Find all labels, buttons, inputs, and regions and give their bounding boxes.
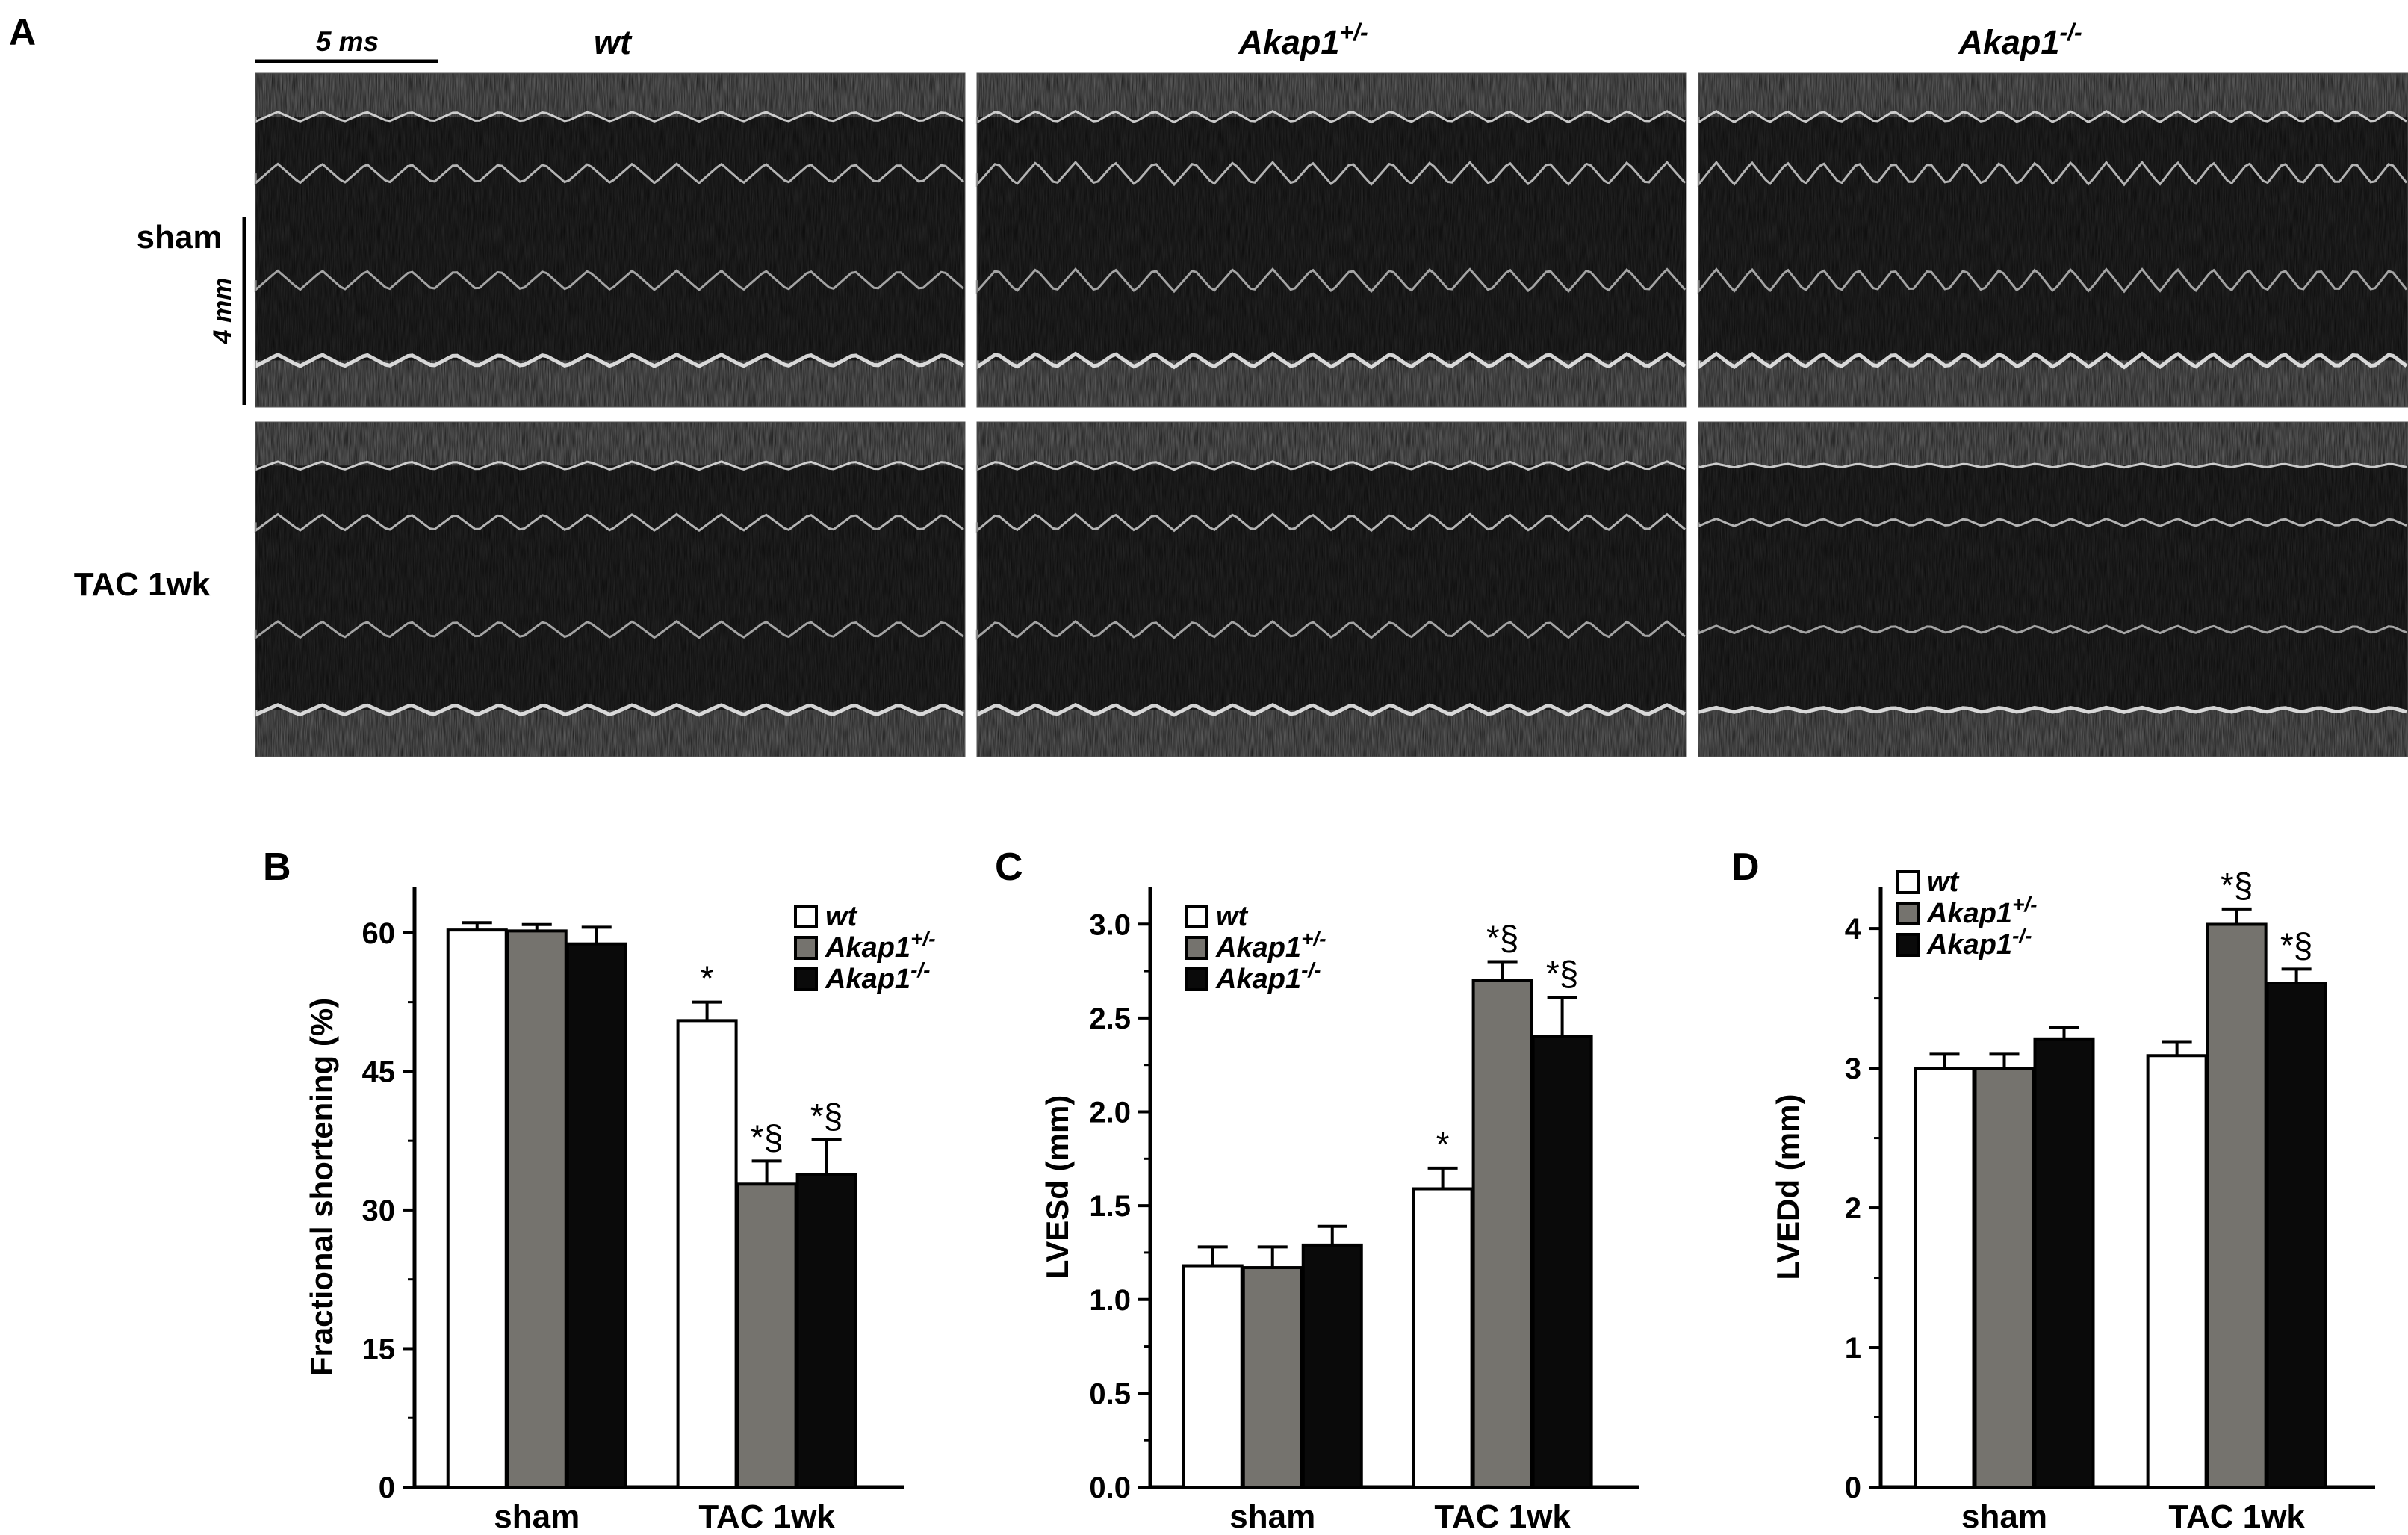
bar	[1182, 1264, 1244, 1489]
bar	[1412, 1187, 1474, 1489]
x-category-label: TAC 1wk	[698, 1498, 835, 1535]
y-tick-label: 3	[1845, 1052, 1861, 1085]
legend-label: wt	[1216, 901, 1249, 932]
y-tick-label: 45	[362, 1055, 396, 1088]
bar	[795, 1173, 857, 1489]
x-category-label: TAC 1wk	[2168, 1498, 2305, 1535]
y-tick-label: 1.5	[1089, 1190, 1131, 1223]
y-tick-label: 0.5	[1089, 1377, 1131, 1410]
bar	[2146, 1054, 2208, 1489]
bar	[736, 1182, 798, 1489]
legend-label: Akap1+/-	[1215, 927, 1326, 964]
legend-label: Akap1-/-	[1926, 924, 2032, 961]
bar	[1914, 1067, 1976, 1489]
bar	[2206, 922, 2268, 1489]
significance-marker: *§	[1546, 954, 1578, 993]
column-header-wt: wt	[594, 23, 633, 61]
panel-a-letter: A	[9, 11, 36, 53]
echo-image-tac-wt	[253, 421, 966, 757]
bar	[1531, 1035, 1593, 1489]
panel-c-letter: C	[995, 846, 1023, 889]
significance-marker: *	[1436, 1125, 1450, 1164]
legend-label: Akap1-/-	[825, 958, 931, 995]
bar	[446, 928, 508, 1489]
significance-marker: *§	[2280, 925, 2312, 964]
y-tick-label: 0.0	[1089, 1472, 1131, 1504]
y-tick-label: 2	[1845, 1192, 1861, 1225]
depth-scale-bar: 4 mm	[208, 217, 246, 405]
bar	[2033, 1037, 2095, 1489]
chart-d-lvedd: D 0 1 2 3 4 LVEDd (mm) sham TAC 1wk *§ *§ wtAkap1+…	[1731, 846, 2375, 1535]
x-category-label: sham	[494, 1498, 580, 1535]
depth-scale-label: 4 mm	[208, 278, 237, 345]
y-tick-label: 2.0	[1089, 1097, 1131, 1129]
significance-marker: *§	[2221, 866, 2253, 905]
legend-swatch	[794, 936, 818, 960]
bar	[1973, 1067, 2035, 1489]
time-scale-label: 5 ms	[316, 26, 379, 57]
echo-image-sham-wt	[253, 72, 966, 408]
significance-marker: *§	[1486, 919, 1518, 958]
x-category-label: sham	[1229, 1498, 1315, 1535]
y-tick-label: 4	[1845, 913, 1862, 946]
panel-d-letter: D	[1731, 846, 1760, 889]
y-axis-label: Fractional shortening (%)	[304, 998, 339, 1376]
echo-image-sham-akap1-het	[975, 72, 1687, 408]
y-tick-label: 0	[379, 1472, 395, 1504]
bar	[565, 942, 627, 1489]
bar	[1241, 1266, 1303, 1489]
legend-label: Akap1+/-	[1926, 893, 2038, 929]
y-tick-label: 1	[1845, 1332, 1861, 1365]
legend-swatch	[1896, 933, 1920, 957]
chart-b-fractional-shortening: B 0 15 30 45 60 Fractional shortening (%) sham…	[263, 846, 936, 1535]
row-label-sham: sham	[137, 219, 223, 255]
y-tick-label: 3.0	[1089, 908, 1131, 941]
bar	[2265, 982, 2327, 1489]
y-axis-label: LVESd (mm)	[1040, 1095, 1075, 1280]
echo-image-tac-akap1-ko	[1696, 421, 2408, 757]
panel-a-echo: A 5 ms 4 mm wt Akap1+/- Akap1-/- sham TA…	[9, 11, 2408, 757]
column-header-akap1-ko: Akap1-/-	[1958, 19, 2082, 61]
y-axis-label: LVEDd (mm)	[1770, 1094, 1805, 1280]
echo-image-grid	[253, 72, 2408, 757]
legend-swatch	[1185, 905, 1208, 928]
y-tick-label: 2.5	[1089, 1002, 1131, 1035]
significance-marker: *	[701, 959, 714, 998]
significance-marker: *§	[810, 1097, 843, 1135]
y-tick-label: 0	[1845, 1472, 1861, 1504]
legend-swatch	[794, 967, 818, 991]
legend-swatch	[1185, 967, 1208, 991]
chart-c-lvesd: C 0.0 0.5 1.0 1.5 2.0 2.5 3.0 LVESd (mm) sham TAC…	[995, 846, 1639, 1535]
legend-label: wt	[825, 901, 858, 932]
y-tick-label: 30	[362, 1194, 396, 1227]
column-header-akap1-het: Akap1+/-	[1238, 19, 1368, 61]
significance-marker: *§	[751, 1117, 783, 1156]
legend-swatch	[1185, 936, 1208, 960]
bar	[506, 929, 568, 1489]
legend-label: wt	[1927, 866, 1960, 898]
bar	[1471, 979, 1533, 1489]
legend-label: Akap1-/-	[1215, 958, 1321, 995]
bar	[676, 1019, 738, 1489]
legend-swatch	[794, 905, 818, 928]
legend-swatch	[1896, 902, 1920, 925]
x-category-label: TAC 1wk	[1434, 1498, 1571, 1535]
echo-image-sham-akap1-ko	[1696, 72, 2408, 408]
panel-b-letter: B	[263, 846, 291, 889]
echo-image-tac-akap1-het	[975, 421, 1687, 757]
time-scale-bar: 5 ms	[255, 26, 438, 63]
bar	[1301, 1243, 1363, 1489]
legend-swatch	[1896, 870, 1920, 894]
y-tick-label: 15	[362, 1333, 396, 1365]
y-tick-label: 60	[362, 917, 396, 950]
legend-label: Akap1+/-	[825, 927, 936, 964]
x-category-label: sham	[1961, 1498, 2047, 1535]
row-label-tac: TAC 1wk	[74, 566, 211, 603]
y-tick-label: 1.0	[1089, 1284, 1131, 1317]
